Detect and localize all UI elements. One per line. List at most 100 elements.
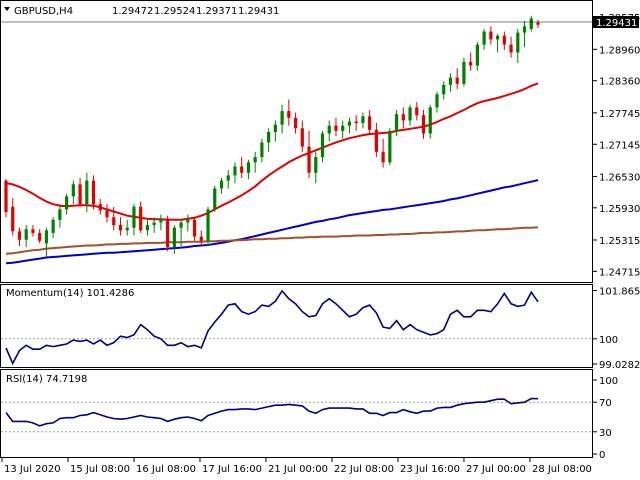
time-tick-label: 13 Jul 2020 (4, 464, 61, 475)
time-tick-label: 28 Jul 08:00 (532, 464, 592, 475)
time-tick-label: 21 Jul 00:00 (268, 464, 328, 475)
time-tick-label: 15 Jul 08:00 (70, 464, 130, 475)
rsi-axis: 100 70 30 0 (593, 376, 618, 461)
price-axis: 1.295751.289601.283601.277451.271451.265… (593, 13, 640, 278)
time-tick-label: 27 Jul 00:00 (466, 464, 526, 475)
price-series-layer (4, 15, 540, 265)
candle-body (455, 77, 459, 84)
candle-body (240, 166, 244, 173)
candle-body (421, 115, 426, 134)
candle-body (199, 236, 203, 241)
candle-body (219, 180, 224, 189)
candle-body (105, 210, 109, 218)
candle-body (267, 131, 271, 143)
price-panel[interactable] (0, 0, 593, 283)
current-price-tag (593, 16, 639, 28)
rsi-tick-label: 0 (599, 450, 605, 461)
candle-body (381, 151, 385, 163)
current-price-text: 1.29431 (596, 18, 637, 29)
candle-body (509, 44, 513, 53)
candle-body (368, 116, 372, 130)
price-tick-label: 1.27145 (599, 140, 640, 151)
price-tick-label: 1.25315 (599, 236, 640, 247)
candle-body (98, 204, 102, 211)
candle-body (260, 142, 264, 158)
rsi-panel[interactable] (0, 369, 593, 458)
rsi-title: RSI(14) 74.7198 (6, 374, 87, 385)
moving-average-line-3 (5, 226, 539, 255)
candle-body (186, 219, 190, 223)
price-tick-label: 1.28960 (599, 45, 640, 56)
momentum-axis: 101.8652 100 99.0282 (593, 286, 640, 371)
candle-body (206, 209, 210, 241)
candle-body (213, 188, 217, 210)
rsi-tick-label: 100 (599, 376, 618, 387)
candle-body (44, 230, 49, 244)
time-tick-label: 16 Jul 08:00 (136, 464, 196, 475)
candle-body (516, 32, 520, 53)
candle-body (489, 31, 493, 40)
moving-average-line-1 (5, 82, 539, 221)
price-tick-label: 1.25930 (599, 204, 640, 215)
candle-body (192, 219, 197, 237)
candle-body (226, 175, 230, 181)
candle-body (334, 125, 338, 131)
ohlc-open: 1.29472 (112, 6, 153, 17)
candle-body (327, 125, 331, 134)
candle-body (287, 111, 291, 118)
time-tick-label: 17 Jul 16:00 (202, 464, 262, 475)
candle-body (118, 225, 123, 231)
candle-body (179, 222, 183, 228)
candle-body (85, 180, 89, 205)
candle-body (435, 94, 439, 108)
candle-body (132, 206, 136, 228)
candle-body (11, 206, 15, 232)
candle-body (495, 35, 500, 40)
moving-average-line-2 (5, 179, 539, 265)
price-tick-label: 1.28360 (599, 77, 640, 88)
candle-body (233, 166, 237, 176)
candle-body (145, 225, 150, 231)
ohlc-low: 1.29371 (196, 6, 237, 17)
candle-body (314, 157, 318, 173)
time-axis: 13 Jul 2020 15 Jul 08:00 16 Jul 08:00 17 Ju… (1, 458, 592, 475)
candle-body (253, 157, 257, 163)
candle-body (341, 125, 345, 131)
candle-body (31, 229, 35, 233)
candle-body (280, 111, 284, 125)
candle-body (347, 121, 352, 126)
momentum-series-layer (1, 289, 592, 366)
candle-body (394, 114, 399, 131)
candle-body (152, 222, 156, 226)
time-tick-label: 22 Jul 08:00 (334, 464, 394, 475)
price-tick-label: 1.27745 (599, 109, 640, 120)
price-tick-label: 1.26530 (599, 172, 640, 183)
ohlc-high: 1.29524 (154, 6, 195, 17)
ohlc-close: 1.29431 (238, 6, 279, 17)
candle-body (17, 231, 22, 240)
candle-body (24, 229, 28, 240)
candle-body (78, 184, 82, 205)
candle-body (300, 128, 304, 147)
rsi-series-layer (1, 397, 592, 433)
candle-body (273, 124, 277, 132)
collapse-triangle-icon[interactable] (4, 7, 10, 11)
candle-body (529, 18, 533, 29)
candle-body (361, 116, 365, 124)
candle-body (246, 162, 251, 173)
momentum-panel[interactable] (0, 284, 593, 368)
candle-body (374, 129, 378, 152)
rsi-line (5, 397, 539, 427)
candle-body (4, 180, 8, 212)
candle-body (354, 121, 358, 124)
symbol-label: GBPUSD,H4 (14, 6, 73, 17)
candle-body (401, 114, 405, 121)
candle-body (536, 22, 540, 25)
rsi-tick-label: 70 (599, 398, 612, 409)
candle-body (415, 107, 419, 116)
momentum-tick-label: 101.8652 (599, 286, 640, 297)
candle-body (159, 218, 163, 223)
candle-body (475, 44, 479, 66)
candle-body (139, 206, 143, 231)
